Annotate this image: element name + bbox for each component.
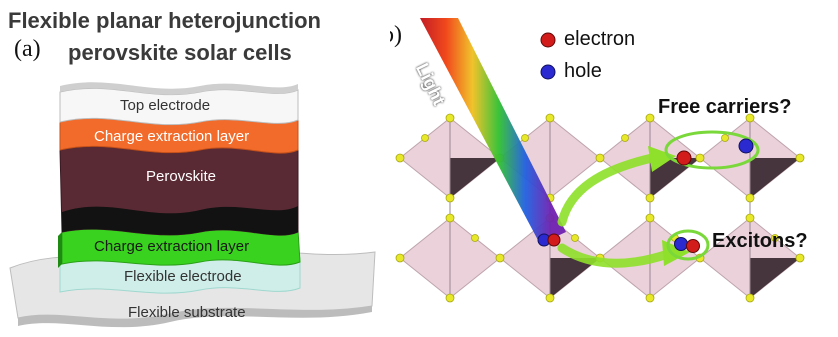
electron-at-beam: [547, 233, 561, 247]
panel-a-title-line1: Flexible planar heterojunction: [8, 8, 321, 33]
panel-a: Flexible planar heterojunction (a) perov…: [0, 0, 390, 337]
layer-label-charge-extraction-top: Charge extraction layer: [94, 128, 250, 145]
perovskite-lattice-illustration: [395, 18, 805, 303]
legend-hole-dot: [540, 64, 556, 80]
panel-a-label: (a): [14, 36, 41, 62]
legend-hole-label: hole: [564, 60, 602, 82]
top-electrode-edge: [60, 82, 298, 95]
solar-cell-stack-illustration: [9, 82, 376, 328]
excitons-callout: Excitons?: [712, 230, 808, 252]
free-carriers-ellipse: [664, 130, 760, 170]
panel-b: (b) Light electron hole Free carriers? E…: [390, 0, 838, 337]
layer-label-top-electrode: Top electrode: [120, 97, 211, 114]
perovskite-dark-band: [62, 206, 298, 236]
light-beam: [420, 18, 566, 244]
exciton-hole: [674, 237, 688, 251]
free-hole: [738, 138, 754, 154]
free-carriers-callout: Free carriers?: [658, 96, 792, 118]
layer-label-perovskite: Perovskite: [146, 168, 217, 185]
layer-label-flexible-substrate: Flexible substrate: [128, 304, 246, 321]
legend-electron-label: electron: [564, 28, 636, 50]
exciton-electron: [686, 239, 700, 253]
layer-label-flexible-electrode: Flexible electrode: [124, 268, 242, 285]
legend-electron-dot: [540, 32, 556, 48]
panel-b-label: (b): [390, 22, 402, 48]
green-arrows: [557, 153, 673, 268]
green-layer-side: [58, 232, 62, 268]
substrate-shadow: [18, 306, 372, 328]
excitons-ellipse: [666, 229, 710, 261]
layer-label-charge-extraction-bottom: Charge extraction layer: [94, 238, 250, 255]
panel-a-title-line2: perovskite solar cells: [68, 40, 292, 65]
octahedra-dark-faces: [450, 158, 800, 298]
free-electron: [676, 150, 692, 166]
arrow-head-upper: [648, 146, 676, 172]
